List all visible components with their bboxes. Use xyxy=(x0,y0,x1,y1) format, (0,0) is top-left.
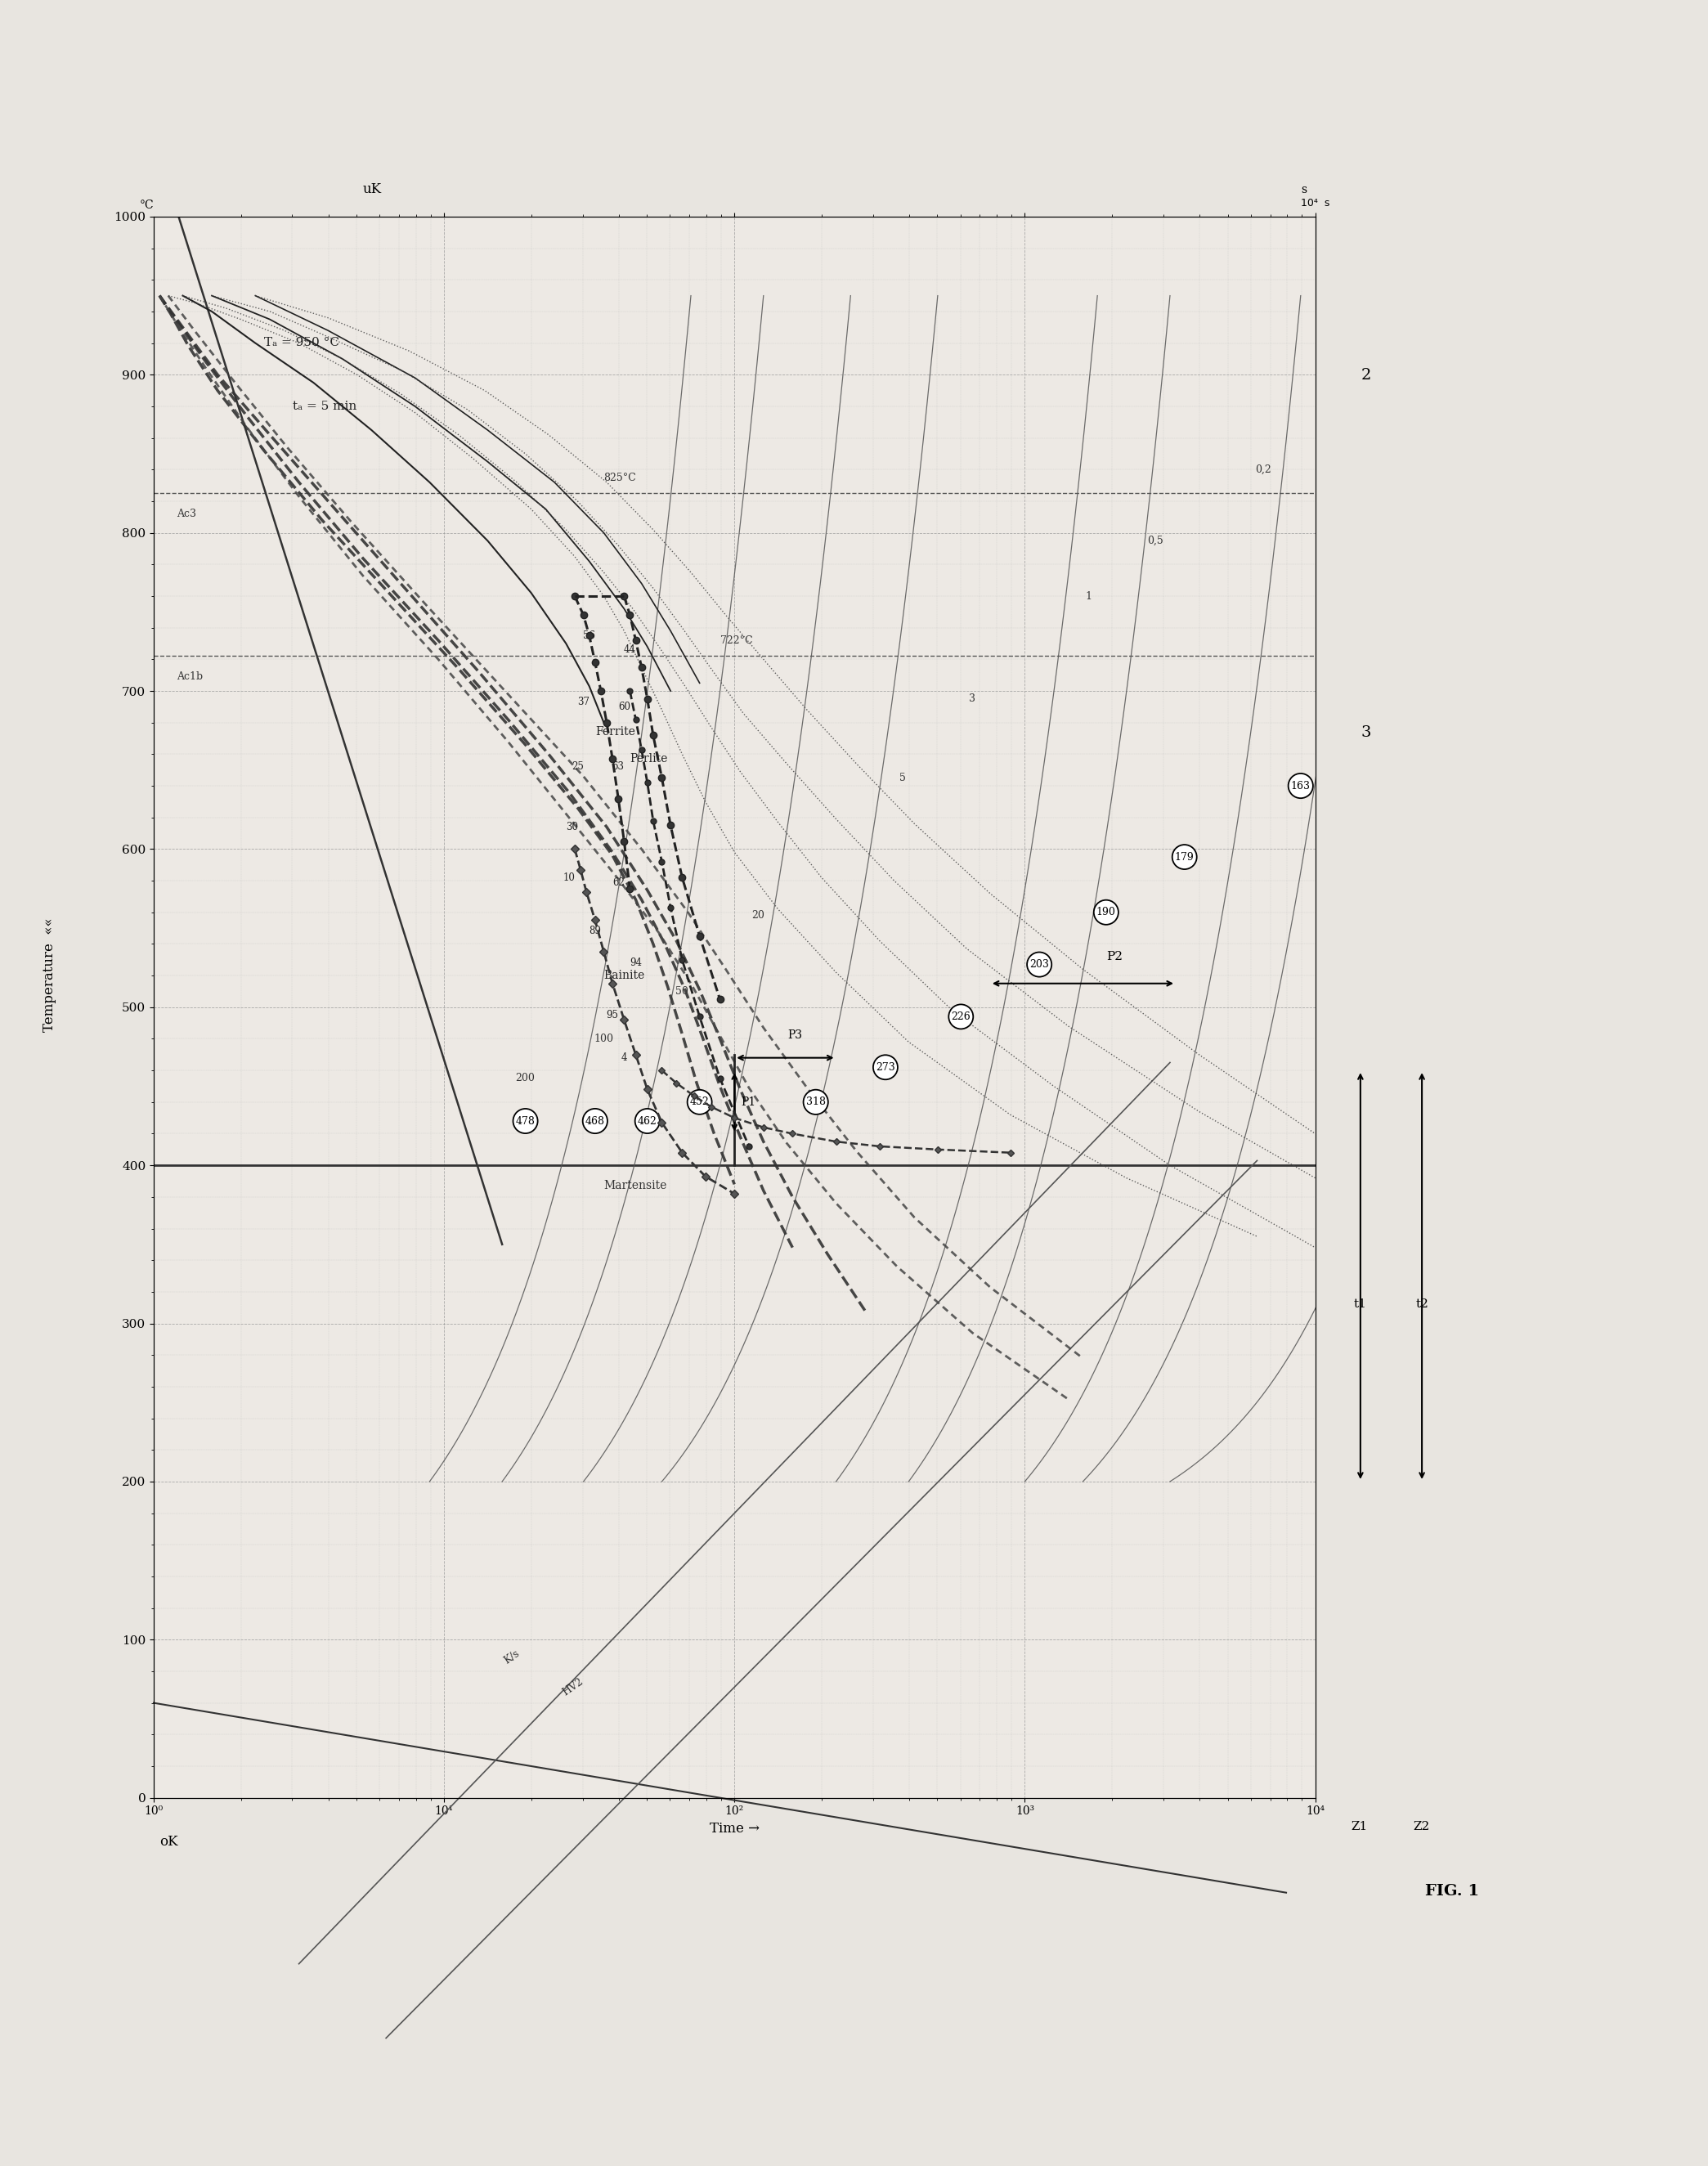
Text: 318: 318 xyxy=(806,1096,825,1107)
Text: HV2: HV2 xyxy=(560,1676,584,1698)
Text: FIG. 1: FIG. 1 xyxy=(1424,1884,1479,1900)
Text: 25: 25 xyxy=(572,762,584,771)
Text: P3: P3 xyxy=(787,1029,803,1042)
Text: °C: °C xyxy=(140,199,154,210)
Text: K/s: K/s xyxy=(502,1648,521,1666)
Text: 3: 3 xyxy=(1361,726,1372,741)
Text: 226: 226 xyxy=(951,1012,970,1022)
Text: 37: 37 xyxy=(577,697,589,708)
Text: 5: 5 xyxy=(900,773,905,784)
Text: 1: 1 xyxy=(1085,591,1091,602)
Text: 30: 30 xyxy=(565,821,577,832)
Text: 50: 50 xyxy=(676,986,688,996)
Text: oK: oK xyxy=(159,1835,178,1848)
Text: 273: 273 xyxy=(876,1061,895,1072)
Text: t1: t1 xyxy=(1354,1300,1366,1310)
Text: Ferrite: Ferrite xyxy=(594,726,635,739)
Text: 722°C: 722°C xyxy=(719,635,752,645)
Text: Z2: Z2 xyxy=(1413,1822,1430,1832)
Text: s: s xyxy=(1300,184,1307,195)
Text: Ac3: Ac3 xyxy=(178,509,196,520)
Text: P1: P1 xyxy=(741,1096,755,1107)
Text: 100: 100 xyxy=(594,1033,613,1044)
Text: 3: 3 xyxy=(968,693,975,704)
Text: 63: 63 xyxy=(611,762,625,771)
Text: Bainite: Bainite xyxy=(603,970,646,981)
Text: 60: 60 xyxy=(618,702,630,713)
Text: 56: 56 xyxy=(582,630,596,641)
Text: 94: 94 xyxy=(630,957,642,968)
Text: 200: 200 xyxy=(516,1072,535,1083)
Text: 4: 4 xyxy=(622,1053,627,1064)
X-axis label: Time →: Time → xyxy=(709,1822,760,1835)
Text: Tₐ = 950 °C: Tₐ = 950 °C xyxy=(265,338,340,349)
Text: 10: 10 xyxy=(564,873,576,884)
Text: tₐ = 5 min: tₐ = 5 min xyxy=(294,401,357,412)
Text: 62: 62 xyxy=(611,877,625,888)
Text: Temperature  ««: Temperature «« xyxy=(43,918,56,1031)
Text: 179: 179 xyxy=(1175,851,1194,862)
Text: 478: 478 xyxy=(516,1115,535,1126)
Text: 163: 163 xyxy=(1291,780,1310,791)
Text: 190: 190 xyxy=(1097,908,1115,918)
Text: 20: 20 xyxy=(752,910,763,921)
Text: Ac1b: Ac1b xyxy=(178,671,203,682)
Text: 452: 452 xyxy=(690,1096,709,1107)
Text: 2: 2 xyxy=(1361,368,1372,383)
Text: 89: 89 xyxy=(589,927,601,936)
Text: t2: t2 xyxy=(1416,1300,1428,1310)
Text: Perlite: Perlite xyxy=(630,754,668,765)
Text: 468: 468 xyxy=(586,1115,605,1126)
Text: 95: 95 xyxy=(606,1009,618,1020)
Text: 0,5: 0,5 xyxy=(1148,535,1163,546)
Text: Martensite: Martensite xyxy=(603,1180,668,1191)
Text: 462: 462 xyxy=(637,1115,658,1126)
Text: P2: P2 xyxy=(1107,951,1122,962)
Text: 0,2: 0,2 xyxy=(1255,464,1271,474)
Text: 825°C: 825°C xyxy=(603,472,637,483)
Text: 203: 203 xyxy=(1030,960,1049,970)
Text: 44: 44 xyxy=(623,645,635,654)
Text: uK: uK xyxy=(362,182,381,197)
Text: Z1: Z1 xyxy=(1351,1822,1368,1832)
